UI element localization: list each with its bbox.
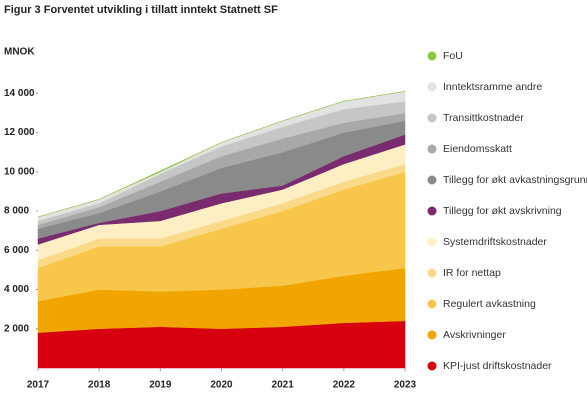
legend-label: IR for nettap [443, 267, 501, 279]
legend-label: Eiendomsskatt [443, 143, 512, 155]
legend-marker [427, 144, 437, 154]
legend-marker [427, 330, 437, 340]
legend-marker [427, 299, 437, 309]
legend-marker [427, 113, 437, 123]
legend-label: Regulert avkastning [443, 298, 536, 310]
y-tick-label: 10 000 [4, 166, 35, 177]
x-tick-label: 2021 [272, 380, 295, 391]
legend-label: Inntektsramme andre [443, 81, 542, 93]
legend-label: KPI-just driftskostnader [443, 360, 552, 372]
x-tick-label: 2018 [88, 380, 111, 391]
chart-title: Figur 3 Forventet utvikling i tillatt in… [4, 4, 278, 16]
legend-label: Tillegg for økt avkastningsgrunnlag [443, 174, 587, 186]
legend-label: Transittkostnader [443, 112, 524, 124]
legend-label: FoU [443, 50, 463, 62]
y-tick-label: 8 000 [4, 206, 29, 217]
legend-marker [427, 82, 437, 92]
x-tick-label: 2023 [394, 380, 417, 391]
x-tick-label: 2020 [210, 380, 233, 391]
legend-label: Tillegg for økt avskrivning [443, 205, 562, 217]
y-tick-label: 2 000 [4, 323, 29, 334]
x-tick-label: 2022 [333, 380, 356, 391]
legend-marker [427, 361, 437, 371]
legend-marker [427, 206, 437, 216]
legend-label: Systemdriftskostnader [443, 236, 547, 248]
y-axis-label: MNOK [4, 47, 35, 58]
x-tick-label: 2017 [27, 380, 50, 391]
legend-marker [427, 268, 437, 278]
x-tick-label: 2019 [149, 380, 172, 391]
y-tick-label: 4 000 [4, 284, 29, 295]
y-tick-label: 14 000 [4, 88, 35, 99]
legend-label: Avskrivninger [443, 329, 506, 341]
legend-marker [427, 237, 437, 247]
y-tick-label: 12 000 [4, 127, 35, 138]
legend-marker [427, 175, 437, 185]
y-tick-label: 6 000 [4, 245, 29, 256]
legend-marker [427, 51, 437, 61]
